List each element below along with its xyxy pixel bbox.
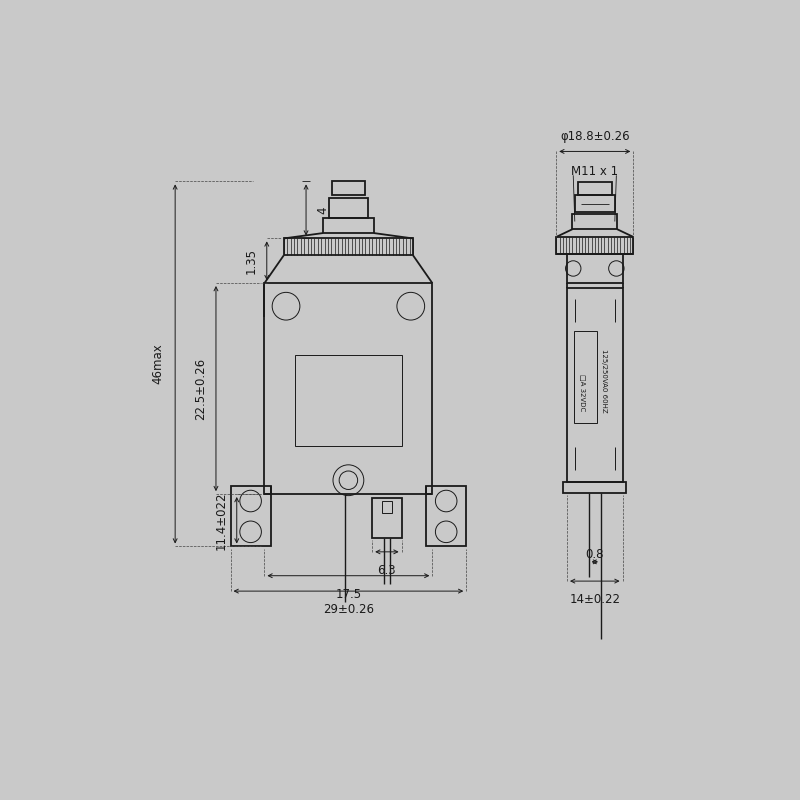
Bar	[372, 498, 402, 538]
Bar	[567, 254, 622, 283]
Bar	[573, 214, 617, 230]
Bar	[574, 331, 597, 423]
Bar	[567, 288, 622, 482]
Bar	[574, 195, 615, 212]
Bar	[295, 354, 402, 446]
Text: M11 x 1: M11 x 1	[571, 165, 618, 178]
Text: □A 32VDC: □A 32VDC	[580, 374, 586, 411]
Text: 6.3: 6.3	[378, 564, 396, 577]
Text: 14±0.22: 14±0.22	[570, 594, 620, 606]
Text: 17.5: 17.5	[335, 588, 362, 601]
Bar	[426, 486, 466, 546]
Bar	[265, 283, 432, 494]
Bar	[382, 501, 392, 514]
Bar	[578, 182, 612, 194]
Text: 11.4±022: 11.4±022	[214, 491, 227, 550]
Bar	[563, 482, 626, 493]
Text: 0.8: 0.8	[586, 548, 604, 561]
Text: 29±0.26: 29±0.26	[323, 603, 374, 617]
Bar	[556, 237, 634, 254]
Bar	[323, 218, 374, 233]
Text: 46max: 46max	[151, 343, 164, 384]
Text: 1.35: 1.35	[245, 248, 258, 274]
Bar	[332, 182, 365, 195]
Text: φ18.8±0.26: φ18.8±0.26	[560, 130, 630, 142]
Bar	[329, 198, 368, 218]
Bar	[230, 486, 270, 546]
Text: 4: 4	[316, 206, 329, 214]
Text: 125/250VA0 60HZ: 125/250VA0 60HZ	[601, 349, 607, 413]
Text: 22.5±0.26: 22.5±0.26	[194, 358, 206, 420]
Bar	[284, 238, 413, 255]
